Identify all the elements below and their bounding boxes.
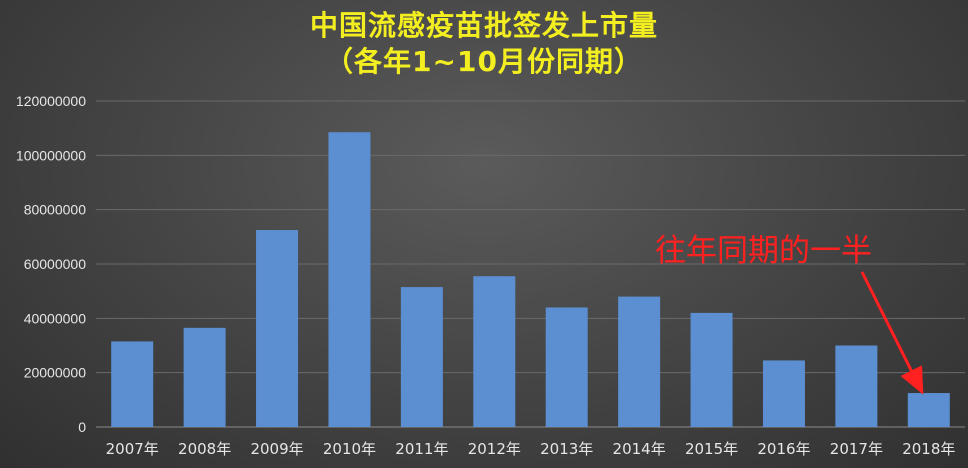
x-tick-label: 2012年 xyxy=(468,440,521,458)
bar xyxy=(835,345,878,427)
y-tick-label: 60000000 xyxy=(24,256,87,272)
x-tick-label: 2010年 xyxy=(323,440,376,458)
bar xyxy=(762,360,805,427)
x-axis: 2007年 2008年 2009年 2010年 2011年 2012年 2013年 2014年… xyxy=(106,440,956,458)
annotation-label: 往年同期的一半 xyxy=(655,233,872,269)
y-tick-label: 100000000 xyxy=(16,147,86,163)
y-tick-label: 0 xyxy=(78,419,86,435)
bar xyxy=(111,341,154,427)
bar xyxy=(690,312,733,427)
chart-title: 中国流感疫苗批签发上市量 xyxy=(309,9,658,42)
gridlines xyxy=(96,100,965,428)
bar xyxy=(907,393,950,427)
bar xyxy=(545,307,588,427)
bar xyxy=(183,327,226,427)
x-tick-label: 2009年 xyxy=(250,440,303,458)
x-tick-label: 2007年 xyxy=(106,440,159,458)
x-tick-label: 2017年 xyxy=(830,440,883,458)
y-tick-label: 80000000 xyxy=(24,202,87,218)
x-tick-label: 2015年 xyxy=(685,440,738,458)
annotation-arrow xyxy=(860,271,924,395)
bar xyxy=(473,276,516,427)
bars xyxy=(111,132,950,427)
x-tick-label: 2016年 xyxy=(757,440,810,458)
x-tick-label: 2008年 xyxy=(178,440,231,458)
bar xyxy=(256,230,299,427)
bar xyxy=(328,132,371,427)
y-axis: 0 20000000 40000000 60000000 80000000 1000000… xyxy=(16,93,86,435)
y-tick-label: 120000000 xyxy=(16,93,86,109)
x-tick-label: 2013年 xyxy=(540,440,593,458)
x-tick-label: 2011年 xyxy=(395,440,448,458)
x-tick-label: 2018年 xyxy=(902,440,955,458)
chart-subtitle: （各年1~10月份同期） xyxy=(325,45,643,78)
bar xyxy=(400,287,443,427)
x-tick-label: 2014年 xyxy=(613,440,666,458)
bar xyxy=(618,296,661,427)
y-tick-label: 40000000 xyxy=(24,310,87,326)
y-tick-label: 20000000 xyxy=(24,365,87,381)
